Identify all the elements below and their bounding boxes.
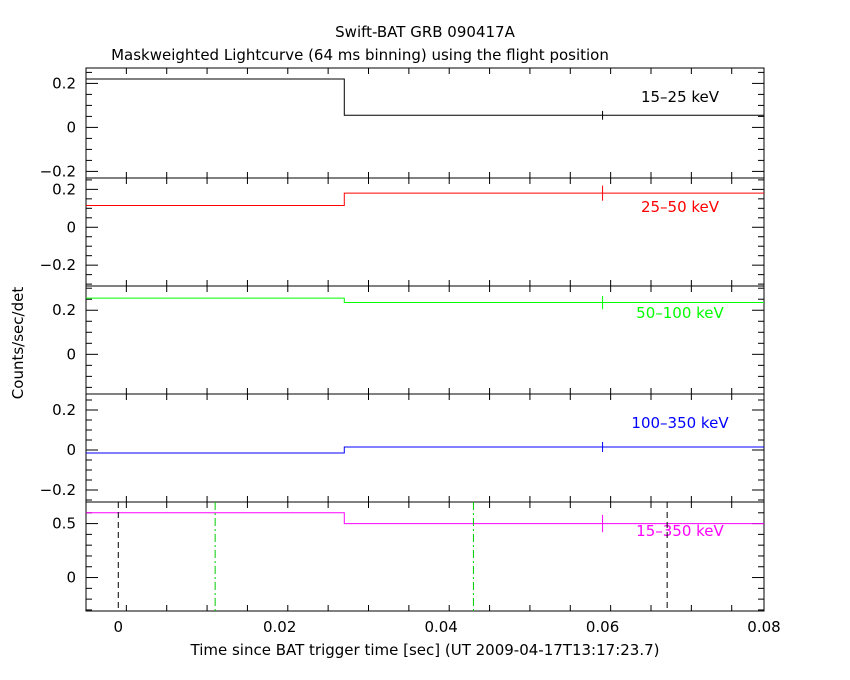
panel-label-2: 25–50 keV [641,198,720,216]
panel-frame-4 [85,393,765,503]
y-tick-label: 0 [66,218,76,236]
figure-title-line2: Maskweighted Lightcurve (64 ms binning) … [111,46,609,64]
y-tick-label: −0.2 [40,481,76,499]
y-tick-label: 0.2 [52,180,76,198]
series-line-4 [86,446,764,454]
y-tick-label: 0 [66,441,76,459]
y-axis-label: Counts/sec/det [9,287,27,400]
y-tick-label: −0.2 [40,256,76,274]
series-line-2 [86,192,764,206]
panel-label-5: 15–350 keV [636,522,724,540]
y-tick-label: 0.2 [52,74,76,92]
y-tick-label: 0.2 [52,301,76,319]
y-tick-label: 0.5 [52,515,76,533]
y-tick-label: −0.2 [40,162,76,180]
x-tick-label: 0.02 [263,618,296,636]
y-tick-label: 0 [66,345,76,363]
x-tick-label: 0 [114,618,124,636]
y-tick-label: 0 [66,118,76,136]
panel-frame-5 [85,501,765,612]
x-axis-label: Time since BAT trigger time [sec] (UT 20… [190,641,660,659]
panel-frame-1 [85,67,765,179]
panel-label-1: 15–25 keV [641,88,720,106]
x-tick-label: 0.04 [424,618,457,636]
panel-frame-2 [85,177,765,287]
figure-title-line1: Swift-BAT GRB 090417A [335,23,515,41]
x-tick-label: 0.08 [747,618,780,636]
series-line-3 [86,297,764,304]
panel-label-4: 100–350 keV [631,414,729,432]
series-line-5 [86,512,764,525]
y-tick-label: 0.2 [52,401,76,419]
series-line-1 [86,78,764,116]
panels-group: −0.2 0 0.2 15–25 keV −0.2 0 0.2 25–50 keV 0 0.2 50… [40,67,781,636]
panel-label-3: 50–100 keV [636,304,724,322]
y-tick-label: 0 [66,569,76,587]
x-tick-label: 0.06 [586,618,619,636]
